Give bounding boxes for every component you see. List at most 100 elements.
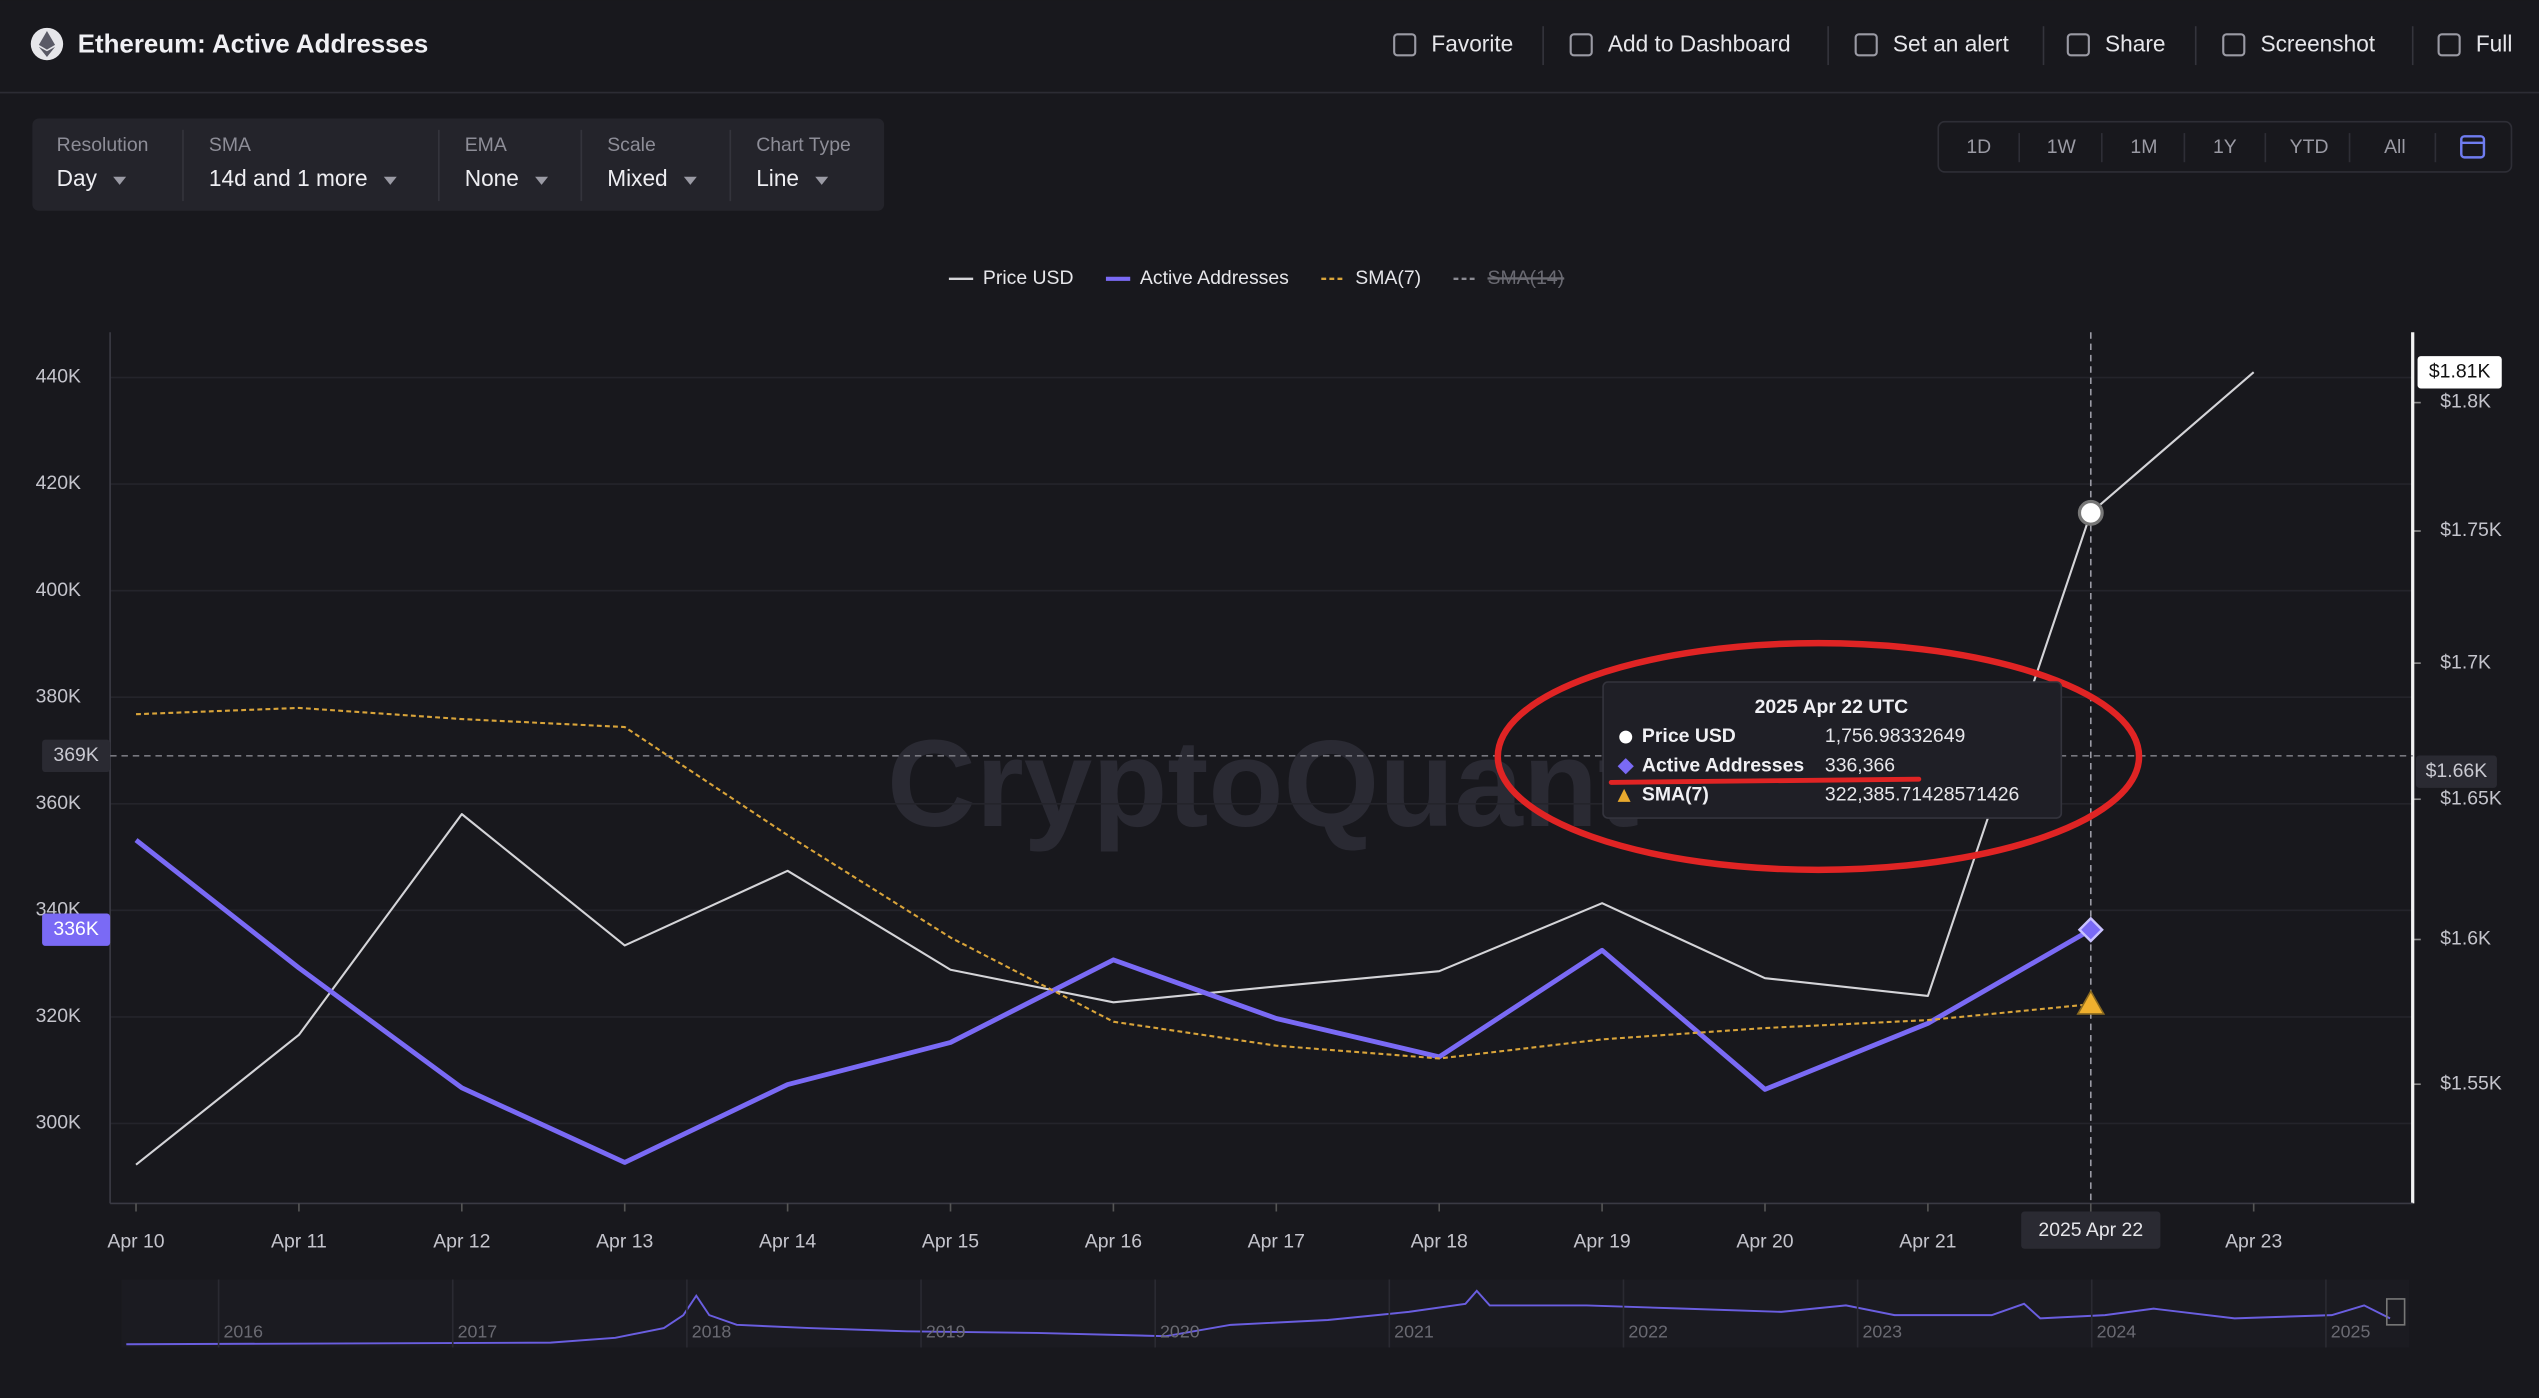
y2-tick-label: $1.6K <box>2440 928 2491 950</box>
tooltip-row-name: Active Addresses <box>1642 754 1804 776</box>
plot: 300K320K340K360K380K400K420K440K$1.55K$1… <box>36 332 2502 1252</box>
x-tick-label: Apr 12 <box>433 1230 490 1252</box>
control[interactable]: SMA 14d and 1 more <box>209 134 397 191</box>
x-tick-label: Apr 10 <box>107 1230 164 1252</box>
y2-badge: $1.81K <box>2429 360 2491 382</box>
crosshair-x-label-bg <box>2021 1211 2161 1249</box>
navigator-handle[interactable] <box>2385 1298 2406 1326</box>
tooltip-row-name: Price USD <box>1642 725 1736 747</box>
range-button[interactable]: YTD <box>2290 136 2329 158</box>
range-panel <box>1937 120 2513 173</box>
action-icon <box>1854 33 1878 57</box>
legend-item[interactable]: SMA(7) <box>1321 267 1421 289</box>
y2-tick-label: $1.75K <box>2440 519 2502 541</box>
control-label: Resolution <box>57 134 149 156</box>
header-action[interactable]: Screenshot <box>2222 31 2376 57</box>
header-action[interactable]: Add to Dashboard <box>1569 31 1791 57</box>
navigator-year: 2021 <box>1394 1322 1434 1342</box>
y-tick-label: 400K <box>36 579 81 601</box>
navigator[interactable] <box>121 1279 2410 1348</box>
y2-tick-label: $1.65K <box>2440 787 2502 809</box>
tooltip-row-value: 1,756.98332649 <box>1825 725 1965 747</box>
legend-item[interactable]: SMA(14) <box>1453 267 1565 289</box>
action-label: Screenshot <box>2260 31 2375 57</box>
navigator-year: 2022 <box>1628 1322 1668 1342</box>
y2-tick-label: $1.8K <box>2440 391 2491 413</box>
legend-label: Price USD <box>983 267 1074 289</box>
navigator-years: 2016 2017 2018 2019 2020 2021 2022 2023 2024 2025 <box>217 1279 2370 1348</box>
header-action[interactable]: Share <box>2066 31 2166 57</box>
x-tick-label: Apr 11 <box>271 1230 327 1252</box>
tooltip-icon-sma <box>1617 788 1631 802</box>
range-button[interactable]: All <box>2384 136 2406 158</box>
y-badge-bg <box>42 913 111 946</box>
control-caret <box>683 176 697 185</box>
legend-item[interactable]: Active Addresses <box>1105 267 1289 289</box>
x-tick-label: Apr 21 <box>1899 1230 1956 1252</box>
control-value: Line <box>756 165 799 191</box>
tooltip-icon-price <box>1619 730 1633 744</box>
legend-label: SMA(14) <box>1488 267 1565 289</box>
legend-item[interactable]: Price USD <box>948 267 1074 289</box>
action-label: Set an alert <box>1893 31 2010 57</box>
tooltip-row-name: SMA(7) <box>1642 783 1709 805</box>
range-button[interactable]: 1W <box>2047 136 2077 158</box>
controls-panel <box>32 118 885 211</box>
action-label: Full <box>2476 31 2513 57</box>
crosshair-y2-label: $1.66K <box>2426 760 2488 782</box>
x-tick-label: Apr 19 <box>1573 1230 1630 1252</box>
x-tick-label: Apr 20 <box>1736 1230 1793 1252</box>
y-tick-label: 300K <box>36 1112 81 1134</box>
control[interactable]: Scale Mixed <box>607 134 697 191</box>
range-button[interactable]: 1D <box>1966 136 1991 158</box>
action-icon <box>1569 33 1593 57</box>
header-action[interactable]: Favorite <box>1393 31 1513 57</box>
action-icon <box>1393 33 1417 57</box>
y-badge: 336K <box>53 918 98 940</box>
control[interactable]: EMA None <box>465 134 549 191</box>
hover-marker <box>2077 499 2104 526</box>
navigator-line <box>126 1289 2391 1346</box>
series-line <box>134 838 2092 1165</box>
action-icon <box>2437 33 2461 57</box>
eth-glyph <box>38 31 56 57</box>
highlight-ellipse <box>1494 639 2143 874</box>
tooltip-row-value: 322,385.71428571426 <box>1825 783 2019 805</box>
range-button[interactable]: 1Y <box>2213 136 2237 158</box>
series-line <box>135 371 2255 1166</box>
tooltip-title: 2025 Apr 22 UTC <box>1755 696 1909 718</box>
x-tick-label: Apr 14 <box>759 1230 816 1252</box>
legend: Price USD Active Addresses SMA(7) SMA(14) <box>948 267 1565 289</box>
header-actions: Favorite Add to Dashboard Set an alert Shar… <box>1393 26 2513 66</box>
hover-marker <box>2076 989 2106 1015</box>
ranges: 1D 1W 1M 1Y YTD All <box>1966 133 2437 163</box>
tooltip-row-value: 336,366 <box>1825 754 1895 776</box>
control-label: Chart Type <box>756 134 851 156</box>
calendar-icon[interactable] <box>2460 135 2486 159</box>
control-caret <box>535 176 549 185</box>
x-tick-label: Apr 15 <box>922 1230 979 1252</box>
x-tick-label: Apr 13 <box>596 1230 653 1252</box>
y2-tick-label: $1.55K <box>2440 1072 2502 1094</box>
action-icon <box>2222 33 2246 57</box>
control[interactable]: Resolution Day <box>57 134 149 191</box>
control[interactable]: Chart Type Line <box>756 134 851 191</box>
range-button[interactable]: 1M <box>2130 136 2157 158</box>
header-action[interactable]: Set an alert <box>1854 31 2010 57</box>
crosshair-y2-label-bg <box>2415 755 2497 788</box>
crosshair-y-label-bg <box>42 739 111 773</box>
navigator-year: 2023 <box>1862 1322 1902 1342</box>
header-action[interactable]: Full <box>2437 31 2513 57</box>
y2-tick-label: $1.7K <box>2440 651 2491 673</box>
y-tick-label: 320K <box>36 1005 81 1027</box>
crosshair-y-label: 369K <box>53 744 98 766</box>
tooltip-box <box>1602 681 2063 819</box>
control-value: Day <box>57 165 98 191</box>
navigator-year: 2018 <box>692 1322 732 1342</box>
x-tick-label: Apr 18 <box>1411 1230 1468 1252</box>
control-caret <box>815 176 829 185</box>
tooltip: 2025 Apr 22 UTC Price USD 1,756.98332649 A… <box>1602 681 2063 819</box>
page-title: Ethereum: Active Addresses <box>78 30 429 58</box>
